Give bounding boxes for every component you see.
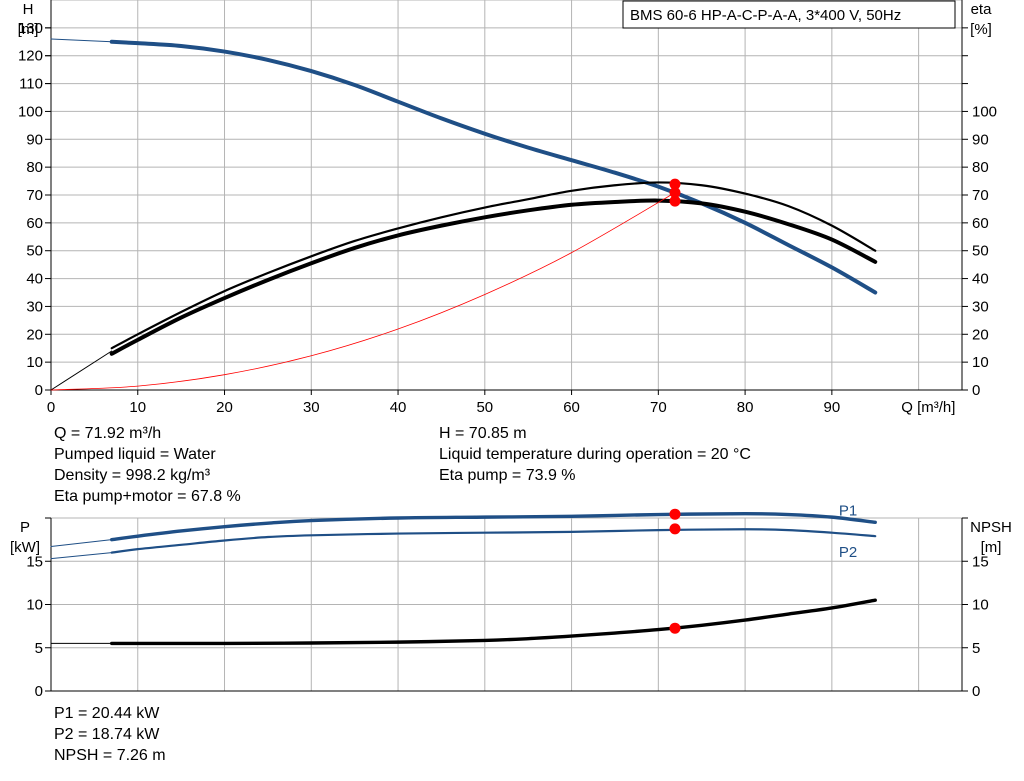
- npsh-value: NPSH = 7.26 m: [54, 747, 166, 764]
- head-efficiency-chart: 0102030405060708090100110120130010203040…: [18, 0, 997, 416]
- results-right-top: H = 70.85 m Liquid temperature during op…: [439, 423, 751, 486]
- y-axis-left-unit: [kW]: [10, 539, 40, 556]
- operating-point-marker: [669, 178, 681, 190]
- tick-label-left: 100: [18, 103, 43, 120]
- eta-pump-value: Eta pump = 73.9 %: [439, 467, 576, 484]
- tick-label-left: 80: [26, 159, 43, 176]
- series-line-1: [50, 38, 113, 43]
- tick-label-right: 10: [972, 354, 989, 371]
- tick-label-right: 0: [972, 683, 980, 700]
- series-line-5: [50, 192, 676, 391]
- tick-label-bottom: 90: [824, 399, 841, 416]
- tick-label-right: 10: [972, 597, 989, 614]
- tick-label-right: 40: [972, 271, 989, 288]
- tick-label-right: 80: [972, 159, 989, 176]
- tick-label-left: 70: [26, 187, 43, 204]
- tick-label-bottom: 0: [47, 399, 55, 416]
- tick-label-left: 0: [35, 683, 43, 700]
- tick-label-right: 0: [972, 382, 980, 399]
- flow-value: Q = 71.92 m³/h: [54, 425, 162, 442]
- tick-label-left: 15: [26, 553, 43, 570]
- y-axis-left-unit: [m]: [18, 21, 39, 38]
- series-label-p2: P2: [839, 544, 857, 561]
- pumped-liquid-value: Pumped liquid = Water: [54, 446, 216, 463]
- series-label-p1: P1: [839, 502, 857, 519]
- y-axis-right-symbol: eta: [971, 1, 993, 18]
- operating-point-marker: [669, 508, 681, 520]
- p1-value: P1 = 20.44 kW: [54, 705, 160, 722]
- tick-label-bottom: 20: [216, 399, 233, 416]
- series-line-4: [110, 598, 877, 646]
- tick-label-left: 5: [35, 640, 43, 657]
- series-line-0: [109, 39, 878, 295]
- tick-label-bottom: 40: [390, 399, 407, 416]
- results-left-top: Q = 71.92 m³/h Pumped liquid = Water Den…: [54, 423, 241, 507]
- tick-label-right: 70: [972, 187, 989, 204]
- tick-label-left: 110: [19, 76, 43, 93]
- eta-pump-motor-value: Eta pump+motor = 67.8 %: [54, 488, 241, 505]
- tick-label-right: 20: [972, 326, 989, 343]
- y-axis-left-symbol: H: [23, 1, 34, 18]
- tick-label-left: 50: [26, 243, 43, 260]
- model-label: BMS 60-6 HP-A-C-P-A-A, 3*400 V, 50Hz: [630, 7, 901, 24]
- tick-label-right: 30: [972, 298, 989, 315]
- series-line-3: [109, 198, 878, 356]
- tick-label-right: 15: [972, 553, 989, 570]
- tick-label-right: 90: [972, 131, 989, 148]
- tick-label-left: 20: [26, 326, 43, 343]
- density-value: Density = 998.2 kg/m³: [54, 467, 211, 484]
- series-line-2: [110, 181, 877, 350]
- y-axis-left-symbol: P: [20, 519, 30, 536]
- tick-label-left: 60: [26, 215, 43, 232]
- tick-label-bottom: 10: [129, 399, 146, 416]
- tick-label-left: 130: [18, 20, 43, 37]
- results-bottom: P1 = 20.44 kW P2 = 18.74 kW NPSH = 7.26 …: [54, 703, 166, 766]
- tick-label-left: 120: [18, 48, 43, 65]
- tick-label-bottom: 30: [303, 399, 320, 416]
- head-value: H = 70.85 m: [439, 425, 527, 442]
- tick-label-bottom: 80: [737, 399, 754, 416]
- tick-label-left: 30: [26, 298, 43, 315]
- operating-point-marker: [669, 195, 681, 207]
- y-axis-right-symbol: NPSH: [970, 519, 1012, 536]
- tick-label-left: 0: [35, 382, 43, 399]
- series-line-0: [110, 511, 877, 542]
- series-line-4: [50, 350, 113, 391]
- tick-label-left: 40: [26, 271, 43, 288]
- tick-label-bottom: 70: [650, 399, 667, 416]
- operating-point-marker: [669, 523, 681, 535]
- tick-label-right: 60: [972, 215, 989, 232]
- tick-label-left: 10: [26, 354, 43, 371]
- series-line-3: [50, 552, 113, 560]
- tick-label-bottom: 50: [476, 399, 493, 416]
- tick-label-right: 100: [972, 103, 997, 120]
- series-line-2: [50, 539, 113, 548]
- y-axis-right-unit: [%]: [970, 21, 992, 38]
- operating-point-marker: [669, 622, 681, 634]
- tick-label-left: 10: [26, 597, 43, 614]
- p2-value: P2 = 18.74 kW: [54, 726, 160, 743]
- y-axis-right-unit: [m]: [981, 539, 1002, 556]
- power-npsh-chart: 0 5 10 15 0 5 10 15 P [kW] NPSH [m] P1 P2: [10, 502, 1012, 700]
- tick-label-right: 5: [972, 640, 980, 657]
- liquid-temperature-value: Liquid temperature during operation = 20…: [439, 446, 751, 463]
- series-line-1: [110, 528, 877, 554]
- tick-label-bottom: 60: [563, 399, 580, 416]
- operating-point-marker: [669, 187, 681, 199]
- tick-label-left: 90: [26, 131, 43, 148]
- x-axis-label: Q [m³/h]: [901, 399, 955, 416]
- tick-label-right: 50: [972, 243, 989, 260]
- model-label-box: [622, 0, 956, 29]
